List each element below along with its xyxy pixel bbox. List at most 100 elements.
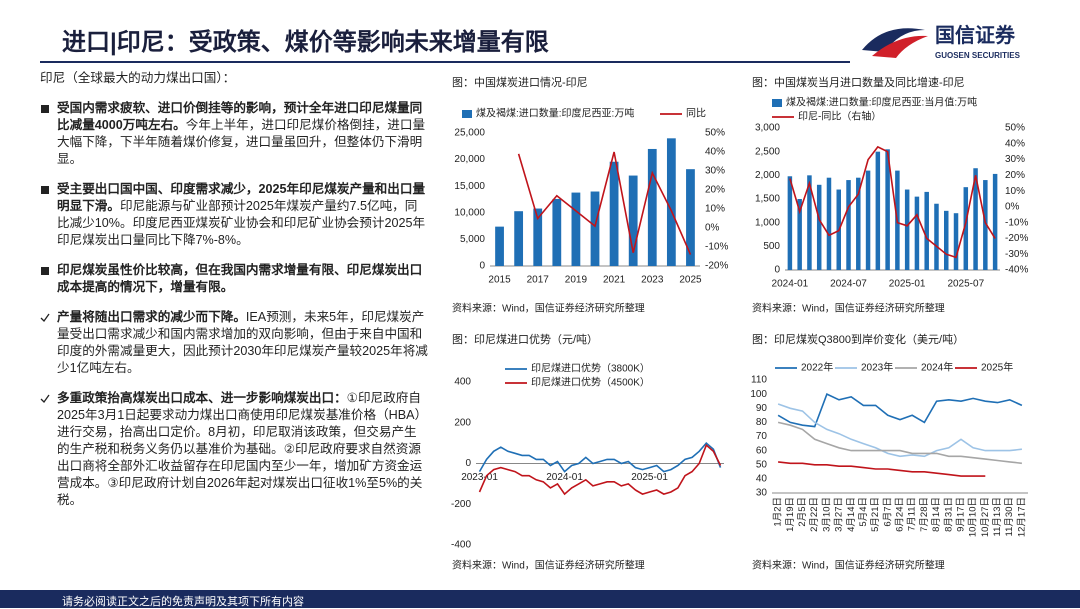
y-tick-label: 500	[763, 241, 780, 252]
bar	[533, 208, 543, 266]
legend-label: 同比	[686, 108, 706, 120]
x-tick-label: 2月5日	[797, 497, 808, 527]
bar	[609, 161, 619, 266]
y2-tick-label: -40%	[1005, 265, 1028, 276]
y2-tick-label: 20%	[705, 185, 725, 196]
legend-label: 印尼-同比（右轴）	[798, 110, 881, 123]
y-tick-label: 400	[454, 377, 471, 388]
logo-mark	[862, 28, 925, 52]
x-tick-label: 7月28日	[919, 497, 930, 532]
bullet-text: 今年上半年，进口印尼煤价格倒挂，进口量大幅下降，下半年随着煤价修复，进口量虽回升…	[57, 118, 426, 166]
line	[478, 441, 722, 473]
bar	[514, 211, 524, 266]
y-tick-label: 0	[774, 265, 780, 276]
chart-title: 图：印尼煤进口优势（元/吨）	[452, 333, 598, 346]
y2-tick-label: -10%	[705, 242, 728, 253]
y2-tick-label: 50%	[1005, 123, 1025, 134]
bar	[885, 149, 890, 270]
bullet: 印尼煤炭虽性价比较高，但在我国内需求增量有限、印尼煤炭出口成本提高的情况下，增量…	[40, 262, 428, 296]
y-tick-label: 15,000	[454, 181, 485, 192]
legend-label: 2025年	[981, 361, 1013, 374]
x-tick-label: 2024-01	[772, 279, 809, 290]
bullet: 受主要出口国中国、印度需求减少，2025年印尼煤炭产量和出口量明显下滑。印尼能源…	[40, 181, 428, 249]
x-tick-label: 7月11日	[907, 497, 918, 531]
chart-title: 图：中国煤炭当月进口数量及同比增速-印尼	[752, 75, 965, 89]
bullet-marker	[40, 313, 50, 323]
chart-source: 资料来源：Wind，国信证券经济研究所整理	[452, 559, 645, 572]
y-tick-label: 50	[756, 459, 768, 470]
legend-label: 印尼煤进口优势（4500K）	[531, 376, 650, 389]
chart-source: 资料来源：Wind，国信证券经济研究所整理	[752, 559, 945, 572]
line	[778, 461, 986, 477]
bar	[973, 168, 978, 270]
y-tick-label: 200	[454, 417, 471, 428]
y-tick-label: 3,000	[755, 123, 780, 134]
bullet-marker	[41, 267, 49, 275]
bar	[944, 210, 949, 270]
y-tick-label: 20,000	[454, 154, 485, 165]
bullet-lead: 多重政策抬高煤炭出口成本、进一步影响煤炭出口：	[57, 391, 347, 405]
bar	[934, 203, 939, 270]
y-tick-label: 2,000	[755, 170, 780, 181]
line	[777, 403, 1022, 458]
bar	[816, 184, 822, 270]
x-tick-label: 5月21日	[870, 497, 881, 532]
y-tick-label: 60	[756, 445, 768, 456]
bar	[787, 176, 793, 270]
x-tick-label: 10月27日	[980, 497, 991, 537]
y2-tick-label: 40%	[1005, 138, 1025, 149]
x-tick-label: 6月24日	[895, 497, 906, 532]
bar	[856, 177, 861, 270]
bar	[865, 170, 871, 270]
legend-swatch	[462, 110, 472, 118]
legend-label: 2022年	[801, 361, 833, 374]
logo-mark	[872, 35, 928, 58]
y-tick-label: 110	[751, 375, 767, 386]
x-tick-label: 12月17日	[1016, 497, 1027, 537]
bullet-marker	[41, 105, 49, 113]
y2-tick-label: 10%	[1005, 186, 1025, 197]
y-tick-label: 25,000	[454, 128, 485, 139]
x-tick-label: 3月27日	[834, 497, 845, 532]
bullet: 产量将随出口需求的减少而下降。IEA预测，未来5年，印尼煤炭产量受出口需求减少和…	[40, 309, 428, 377]
bullet: 受国内需求疲软、进口价倒挂等的影响，预计全年进口印尼煤量同比减量4000万吨左右…	[40, 100, 428, 168]
footer-text: 请务必阅读正文之后的免责声明及其项下所有内容	[62, 596, 304, 608]
x-tick-label: 2019	[565, 275, 588, 286]
bar	[552, 198, 562, 266]
y2-tick-label: -20%	[705, 261, 728, 272]
x-tick-label: 2023-01	[461, 472, 498, 483]
bullet-lead: 受主要出口国中国、印度需求减少，2025年印尼煤炭产量和出口量明显下滑。	[57, 182, 426, 213]
x-tick-label: 2025	[679, 275, 702, 286]
bar	[826, 177, 832, 270]
line	[478, 443, 722, 496]
bullet-marker	[41, 186, 49, 194]
y2-tick-label: 30%	[705, 166, 725, 177]
logo-subtext: GUOSEN SECURITIES	[935, 51, 1021, 60]
bar	[992, 173, 998, 270]
x-tick-label: 11月13日	[992, 497, 1003, 536]
y2-tick-label: 0%	[705, 223, 720, 234]
x-tick-label: 6月7日	[882, 497, 893, 527]
y-tick-label: 1,500	[755, 194, 780, 205]
x-tick-label: 2021	[603, 275, 626, 286]
line	[777, 393, 1023, 428]
bullet-text: ①印尼政府自2025年3月1日起要求动力煤出口商使用印尼煤炭基准价格（HBA）进…	[57, 391, 428, 507]
bullet-lead: 印尼煤炭虽性价比较高，但在我国内需求增量有限、印尼煤炭出口成本提高的情况下，增量…	[57, 263, 423, 294]
line	[789, 145, 996, 259]
chart-source: 资料来源：Wind，国信证券经济研究所整理	[452, 302, 645, 315]
y2-tick-label: 20%	[1005, 170, 1025, 181]
bullet-lead: 受国内需求疲软、进口价倒挂等的影响，预计全年进口印尼煤量同比减量4000万吨左右…	[57, 101, 423, 132]
x-tick-label: 8月31日	[943, 497, 954, 532]
y2-tick-label: 0%	[1005, 202, 1020, 213]
y2-tick-label: -20%	[1005, 233, 1028, 244]
y-tick-label: 0	[465, 458, 471, 469]
logo-text: 国信证券	[935, 23, 1016, 47]
x-tick-label: 2025-07	[947, 279, 984, 290]
legend-label: 煤及褐煤:进口数量:印度尼西亚:当月值:万吨	[786, 96, 977, 109]
y2-tick-label: 30%	[1005, 154, 1025, 165]
y-tick-label: 80	[756, 417, 768, 428]
bar	[647, 148, 657, 266]
x-tick-label: 10月10日	[968, 497, 979, 537]
y-tick-label: 100	[750, 389, 767, 400]
